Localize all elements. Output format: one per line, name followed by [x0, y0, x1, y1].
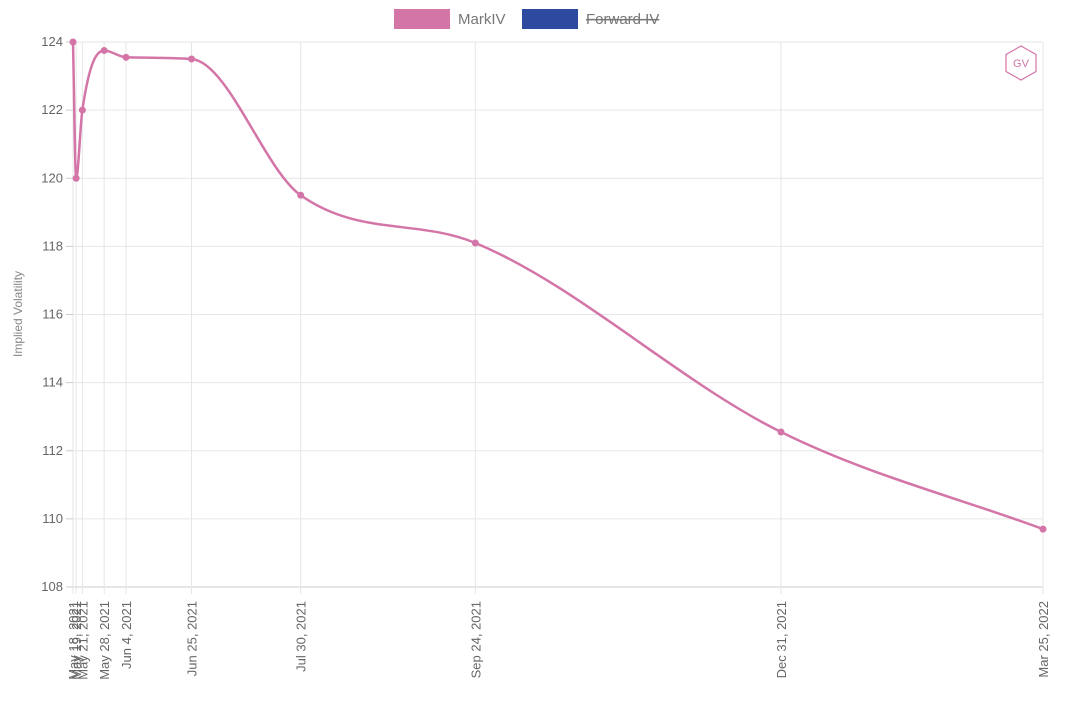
y-tick-label: 108: [41, 579, 63, 594]
x-tick-label: Sep 24, 2021: [468, 601, 483, 678]
markiv-data-point: [122, 53, 130, 61]
legend-label-markiv: MarkIV: [458, 11, 506, 28]
legend: MarkIV Forward IV: [394, 9, 659, 29]
legend-swatch-forward-iv: [522, 9, 578, 29]
x-tick-label: May 21, 2021: [75, 601, 90, 680]
x-tick-label: Jun 25, 2021: [185, 601, 200, 676]
y-axis-ticks: 108 110 112 114 116 118 120 122 124: [41, 34, 73, 594]
x-tick-label: Dec 31, 2021: [774, 601, 789, 678]
markiv-data-point: [471, 239, 479, 247]
y-axis-title: Implied Volatility: [11, 271, 25, 357]
markiv-data-point: [188, 55, 196, 63]
gv-logo-text: GV: [1013, 58, 1030, 70]
y-tick-label: 116: [42, 307, 63, 322]
markiv-series-line: [71, 41, 1044, 531]
x-tick-label: May 28, 2021: [97, 601, 112, 680]
legend-label-forward-iv: Forward IV: [586, 11, 659, 28]
gv-logo: GV: [1005, 45, 1037, 81]
x-tick-label: Jun 4, 2021: [119, 601, 134, 669]
markiv-data-point: [69, 38, 77, 46]
markiv-data-point: [777, 428, 785, 436]
x-tick-label: May 19, 2021: [69, 601, 84, 680]
markiv-data-point: [72, 174, 80, 182]
markiv-data-point: [100, 47, 108, 55]
y-tick-label: 114: [42, 375, 63, 390]
grid-lines: [72, 41, 1044, 594]
markiv-data-point: [1039, 525, 1047, 533]
y-tick-label: 112: [42, 443, 63, 458]
markiv-data-point: [78, 106, 86, 114]
x-tick-label: May 18, 2021: [66, 601, 81, 680]
y-tick-label: 110: [42, 511, 63, 526]
legend-swatch-markiv: [394, 9, 450, 29]
y-tick-label: 118: [42, 238, 63, 253]
x-tick-label: Mar 25, 2022: [1036, 601, 1051, 678]
y-tick-label: 122: [41, 102, 63, 117]
x-tick-label: Jul 30, 2021: [294, 601, 309, 672]
series-layer: [69, 38, 1047, 533]
y-tick-label: 120: [41, 170, 63, 185]
y-tick-label: 124: [41, 34, 63, 49]
markiv-data-point: [297, 191, 305, 199]
